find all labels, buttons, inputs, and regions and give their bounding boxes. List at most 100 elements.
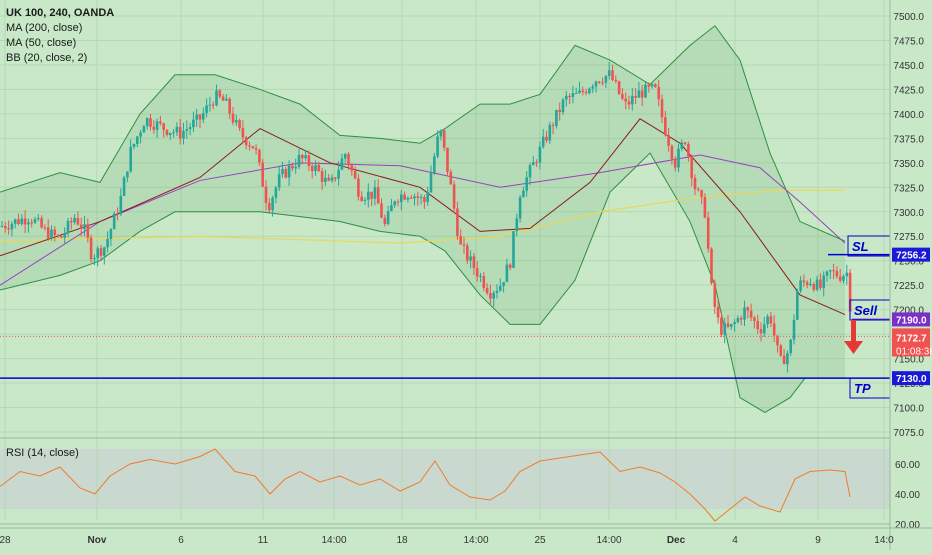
candle-body [442,130,446,148]
candle-body [195,114,198,120]
candle-body [528,165,532,178]
candle-body [548,124,552,141]
time-tick-label: 14:0 [874,535,894,546]
candle-body [215,90,218,106]
candle-body [700,190,703,197]
candle-body [456,208,459,237]
candle-body [228,98,231,114]
ma200-legend[interactable]: MA (200, close) [6,22,83,34]
time-tick-label: 4 [732,535,738,546]
candle-body [86,224,90,238]
candle-body [162,123,165,130]
candle-body [499,285,502,291]
rsi-legend[interactable]: RSI (14, close) [6,447,79,459]
candle-body [578,90,581,93]
candle-body [373,187,377,199]
candle-body [766,316,769,325]
candle-body [66,220,70,234]
candle-body [396,201,400,203]
candle-body [495,290,499,293]
candle-body [304,155,307,159]
candle-body [555,109,558,126]
candle-body [825,271,829,276]
candle-body [459,236,462,245]
sell-price-tag-text: 7190.0 [896,315,927,326]
candle-body [350,165,354,171]
candle-body [660,99,664,118]
candle-body [116,213,119,215]
candle-body [730,324,733,327]
candle-body [112,213,116,230]
rsi-band [0,449,890,509]
sell-annotation-label: Sell [854,303,878,318]
candle-body [142,126,146,133]
time-tick-label: 18 [396,535,408,546]
candle-body [571,93,575,97]
candle-body [753,317,756,322]
candle-body [287,165,291,178]
candle-body [218,90,222,97]
price-tick-label: 7275.0 [893,232,924,243]
candle-body [96,248,99,258]
candle-body [30,222,33,224]
candle-body [297,154,301,167]
candle-body [522,190,525,198]
candle-body [393,201,396,206]
candle-body [155,121,159,130]
candle-body [604,75,608,83]
candle-body [23,218,27,225]
candle-body [175,126,179,133]
candle-body [812,284,816,290]
candle-body [145,118,149,127]
candle-body [535,162,538,164]
bb-legend[interactable]: BB (20, close, 2) [6,52,88,64]
symbol-label[interactable]: UK 100, 240, OANDA [6,7,115,19]
candle-body [670,145,674,160]
candle-body [406,197,410,200]
price-tick-label: 7350.0 [893,159,924,170]
candle-body [832,270,835,272]
candle-body [782,355,786,365]
tp-price-tag-text: 7130.0 [896,374,927,385]
candle-body [0,225,4,227]
candle-body [83,224,86,229]
candle-body [390,205,393,212]
time-tick-label: 14:00 [321,535,346,546]
candle-body [829,270,832,272]
candle-body [673,159,677,168]
candle-body [502,282,505,286]
candle-body [667,135,670,146]
candle-body [792,319,796,340]
candle-body [324,177,327,182]
candle-body [697,189,700,191]
price-tick-label: 7100.0 [893,404,924,415]
price-tick-label: 7250.0 [893,257,924,268]
time-tick-label: Nov [88,535,107,546]
candle-body [574,92,578,94]
last-price-tag-text: 7172.7 [896,333,927,344]
rsi-tick-label: 60.00 [895,460,920,471]
candle-body [188,127,192,130]
candle-body [185,129,189,131]
candle-body [551,124,555,126]
candle-body [819,279,822,288]
candle-body [436,136,439,157]
candle-body [647,84,651,87]
candle-body [327,177,330,181]
time-tick-label: Dec [667,535,686,546]
candle-body [835,271,839,277]
time-tick-label: 6 [178,535,184,546]
candle-body [27,222,30,225]
candle-body [584,91,588,94]
candle-body [621,93,624,99]
candle-body [330,177,334,181]
candle-body [165,129,169,135]
indicator-legend: UK 100, 240, OANDA MA (200, close) MA (5… [6,6,114,66]
ma50-legend[interactable]: MA (50, close) [6,37,77,49]
candle-body [109,229,113,239]
price-tick-label: 7150.0 [893,355,924,366]
candle-body [720,317,723,335]
candle-body [763,324,766,334]
